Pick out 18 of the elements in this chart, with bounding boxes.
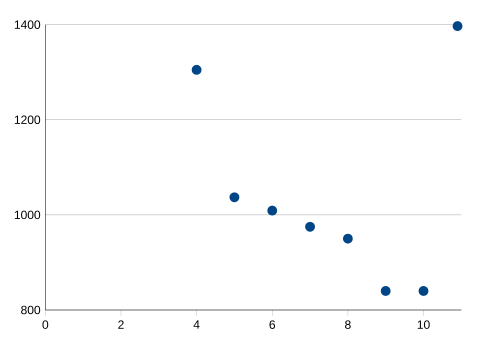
- point: [380, 286, 391, 296]
- x-tick-label: 8: [345, 320, 351, 329]
- point: [452, 21, 462, 32]
- x-tick-label: 2: [118, 320, 124, 329]
- x-tick-label: 4: [194, 320, 200, 329]
- x-tick-label: 6: [270, 320, 276, 329]
- x-tick-label: 0: [42, 320, 48, 329]
- point: [418, 286, 428, 296]
- point: [267, 206, 278, 216]
- point: [305, 222, 315, 232]
- point: [229, 192, 240, 202]
- y-tick-label: 1400: [14, 20, 40, 29]
- y-tick-label: 1000: [14, 210, 40, 220]
- point: [192, 64, 202, 75]
- y-tick-label: 800: [21, 306, 40, 314]
- y-tick-label: 1200: [14, 116, 40, 124]
- x-tick-label: 10: [418, 320, 430, 329]
- point: [342, 234, 353, 244]
